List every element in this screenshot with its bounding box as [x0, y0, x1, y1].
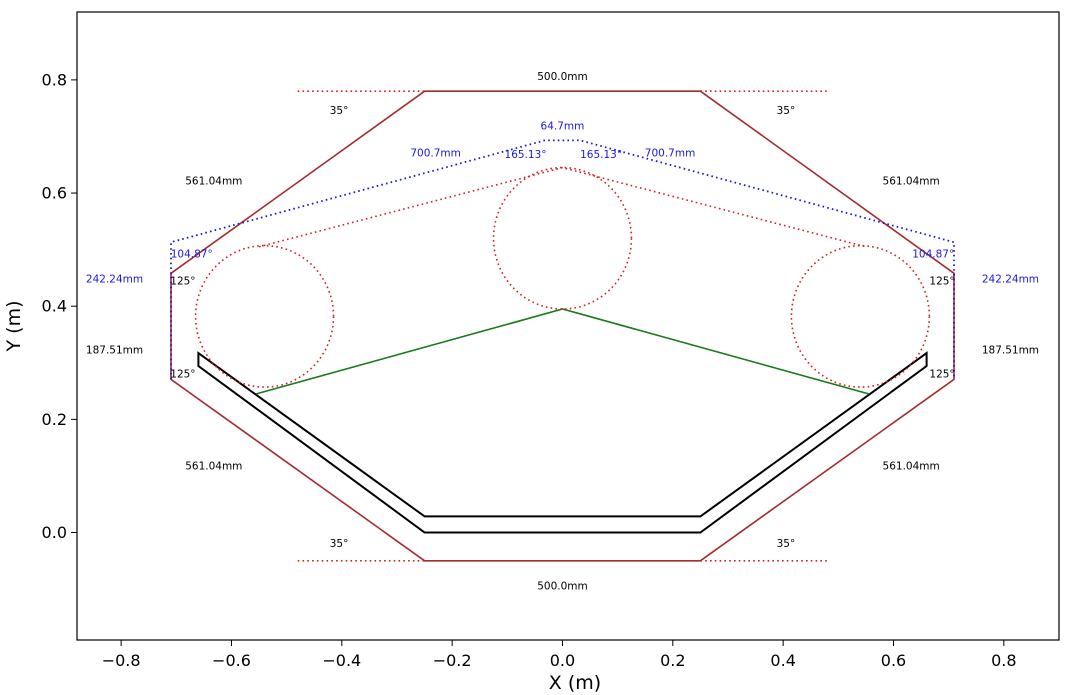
y-tick-label: 0.2: [42, 410, 67, 429]
annotation-16: 125°: [170, 369, 195, 381]
annotation-24: 165.13°: [580, 149, 622, 161]
annotation-10: 242.24mm: [86, 274, 143, 286]
annotation-7: 561.04mm: [883, 176, 940, 188]
annotation-21: 700.7mm: [410, 147, 461, 159]
x-tick-label: −0.6: [212, 651, 251, 670]
y-tick-label: 0.4: [42, 297, 67, 316]
annotation-12: 187.51mm: [86, 344, 143, 356]
y-axis-label: Y (m): [3, 301, 25, 353]
annotation-1: 500.0mm: [537, 580, 588, 592]
x-tick-label: −0.8: [102, 651, 141, 670]
annotation-23: 165.13°: [505, 149, 547, 161]
x-tick-label: 0.0: [550, 651, 575, 670]
annotation-13: 187.51mm: [982, 344, 1039, 356]
x-axis-label: X (m): [549, 672, 601, 694]
polyline-8: [256, 308, 869, 395]
annotation-2: 35°: [330, 105, 349, 117]
annotation-4: 35°: [330, 538, 349, 550]
x-tick-label: 0.6: [881, 651, 906, 670]
annotation-19: 104.87°: [912, 249, 954, 261]
y-tick-label: 0.6: [42, 184, 67, 203]
polyline-7: [197, 351, 928, 534]
polyline-6: [258, 166, 867, 248]
annotation-5: 35°: [777, 538, 796, 550]
annotation-11: 242.24mm: [982, 274, 1039, 286]
circle-2: [790, 244, 931, 388]
x-tick-label: 0.8: [991, 651, 1016, 670]
x-axis-ticks: −0.8 −0.6 −0.4 −0.2 0.0 0.2 0.4 0.6 0.8: [102, 640, 1017, 670]
y-tick-label: 0.8: [42, 70, 67, 89]
annotation-8: 561.04mm: [185, 460, 242, 472]
x-tick-label: 0.2: [660, 651, 685, 670]
annotation-18: 104.87°: [171, 249, 213, 261]
annotation-14: 125°: [170, 275, 195, 287]
x-tick-label: −0.4: [322, 651, 361, 670]
annotations: 500.0mm 500.0mm 35° 35° 35° 35° 561.04mm 561.04…: [86, 71, 1039, 592]
y-tick-label: 0.0: [42, 523, 67, 542]
polyline-5: [170, 139, 955, 380]
annotation-3: 35°: [777, 105, 796, 117]
annotation-20: 64.7mm: [541, 120, 585, 132]
annotation-0: 500.0mm: [537, 71, 588, 83]
annotation-17: 125°: [929, 369, 954, 381]
circle-1: [194, 244, 335, 388]
axes-frame: [76, 11, 1060, 641]
annotation-6: 561.04mm: [185, 176, 242, 188]
x-tick-label: 0.4: [770, 651, 795, 670]
annotation-22: 700.7mm: [645, 147, 696, 159]
y-axis-ticks: 0.0 0.2 0.4 0.6 0.8: [42, 70, 77, 542]
x-tick-label: −0.2: [433, 651, 472, 670]
annotation-15: 125°: [929, 275, 954, 287]
circle-0: [492, 166, 633, 310]
annotation-9: 561.04mm: [883, 460, 940, 472]
plot-marks: [170, 90, 955, 562]
